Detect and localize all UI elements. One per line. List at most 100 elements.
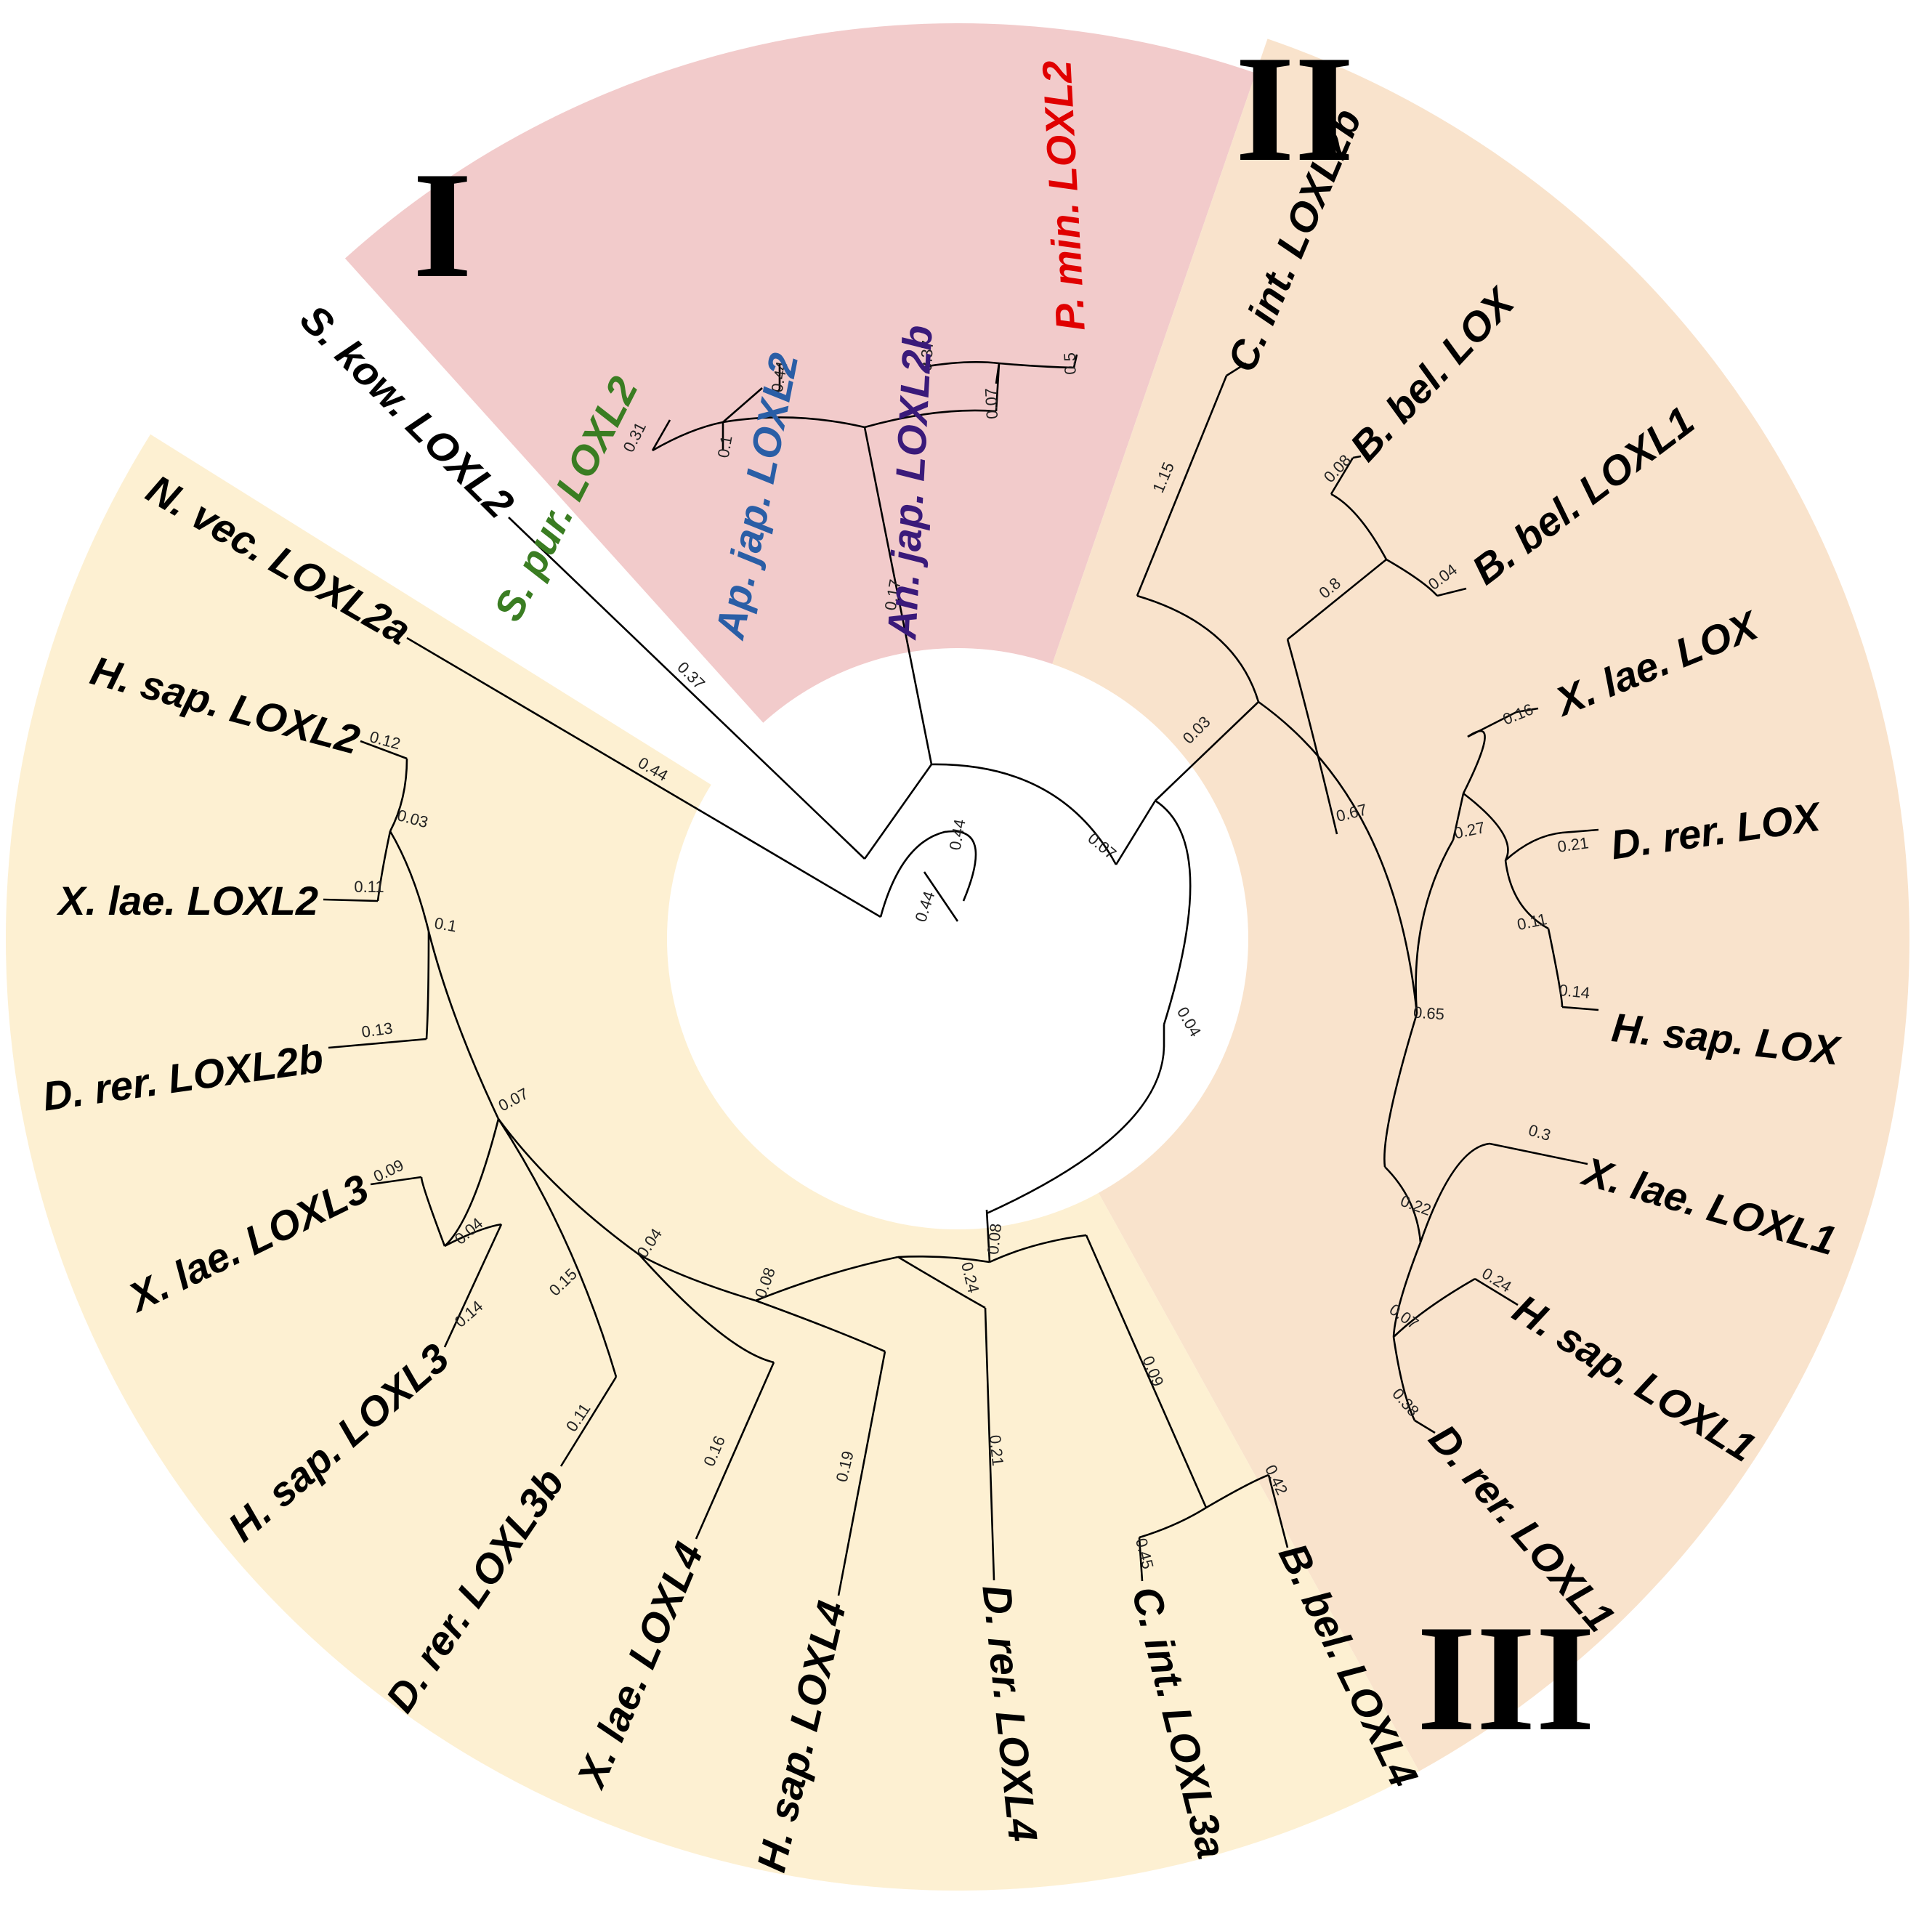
branch <box>1330 493 1388 560</box>
branch <box>985 1209 991 1263</box>
branch <box>863 427 933 765</box>
branch <box>1384 1166 1422 1243</box>
branch-length-label: 0.21 <box>986 1434 1007 1467</box>
branch <box>444 1223 502 1248</box>
branch <box>406 636 881 918</box>
branch <box>1072 354 1078 368</box>
branch <box>1330 457 1354 495</box>
branch <box>989 1234 1087 1264</box>
branch <box>923 361 1000 368</box>
branch <box>1136 375 1228 597</box>
branch <box>931 763 1117 865</box>
branch <box>652 421 724 452</box>
branch <box>923 871 959 922</box>
branch <box>420 1176 446 1247</box>
branch <box>1414 1419 1436 1434</box>
clade-label-II: II <box>1235 25 1354 193</box>
branch-length-label: 0.37 <box>917 340 937 372</box>
branch <box>1561 828 1599 834</box>
branch-length-label: 0.1 <box>714 434 736 458</box>
branch <box>897 1256 986 1309</box>
branch <box>1286 639 1338 835</box>
branch <box>376 830 392 902</box>
branch-length-label: 0.1 <box>433 914 458 936</box>
branch <box>879 830 977 918</box>
branch <box>1352 455 1362 459</box>
branch <box>1516 707 1539 714</box>
branch-length-label: 0.37 <box>674 658 708 693</box>
branch <box>497 1118 640 1256</box>
branch <box>837 1351 886 1596</box>
branch <box>1463 792 1509 861</box>
branch <box>651 419 671 451</box>
branch <box>389 830 430 932</box>
branch <box>1505 831 1563 861</box>
branch <box>328 1038 427 1049</box>
branch <box>864 409 997 429</box>
branch <box>755 1256 899 1302</box>
branch <box>1386 558 1438 597</box>
branch-length-label: 0.13 <box>360 1019 394 1041</box>
branch <box>1115 800 1157 865</box>
branch <box>1258 700 1418 1014</box>
branch <box>1474 1277 1519 1306</box>
branch <box>639 1253 756 1302</box>
branch-length-label: 0.21 <box>1556 833 1590 856</box>
branch <box>1392 1242 1422 1338</box>
clade-I-background <box>344 23 1256 734</box>
branch <box>1139 1506 1207 1539</box>
branch <box>863 764 933 860</box>
branch <box>427 931 500 1120</box>
clade-III-background <box>6 434 1420 1891</box>
branch <box>1436 587 1467 597</box>
branch <box>360 740 408 760</box>
branch <box>722 387 763 423</box>
branch <box>389 758 408 832</box>
branch <box>984 1307 995 1581</box>
branch <box>370 1176 422 1186</box>
branch <box>1138 1537 1144 1582</box>
branch-length-label: 0.5 <box>1060 352 1080 375</box>
clade-label-I: I <box>413 141 472 310</box>
branch <box>559 1376 618 1467</box>
branch <box>897 1256 990 1264</box>
branch <box>443 1224 503 1348</box>
branch <box>1383 1013 1418 1168</box>
branch <box>508 517 865 860</box>
branch <box>695 1362 775 1540</box>
branch <box>323 898 379 902</box>
branch <box>995 363 1001 412</box>
branch <box>1287 558 1387 641</box>
branch <box>1452 793 1465 841</box>
branch <box>1205 1474 1269 1509</box>
branch <box>1561 1006 1599 1011</box>
branch <box>722 416 865 429</box>
branch <box>1504 860 1549 930</box>
branch <box>998 362 1075 369</box>
branch <box>1136 594 1260 703</box>
branch <box>444 1118 500 1247</box>
branch <box>1226 362 1247 377</box>
tree-branches <box>323 354 1599 1596</box>
branch-length-label: 0.11 <box>354 878 384 896</box>
leaf-label: X. lae. LOXL2 <box>56 878 318 923</box>
branch-length-label: 0.07 <box>982 387 1001 419</box>
inner-disc <box>667 648 1248 1229</box>
clade-II-background <box>1047 39 1909 1771</box>
branch <box>755 1299 886 1353</box>
branch-length-label: 0.08 <box>984 1223 1005 1256</box>
branch-length-label: 0.65 <box>1412 1003 1444 1024</box>
branch <box>1393 1277 1476 1338</box>
branch <box>1155 799 1192 1025</box>
branch <box>1085 1234 1208 1508</box>
branch <box>497 1118 618 1378</box>
branch <box>1467 711 1517 738</box>
branch <box>1392 1336 1416 1421</box>
branch <box>1267 1474 1289 1548</box>
branch <box>986 1046 1165 1215</box>
branch <box>639 1254 775 1364</box>
clade-label-III: III <box>1417 1594 1595 1763</box>
branch <box>1155 701 1259 801</box>
